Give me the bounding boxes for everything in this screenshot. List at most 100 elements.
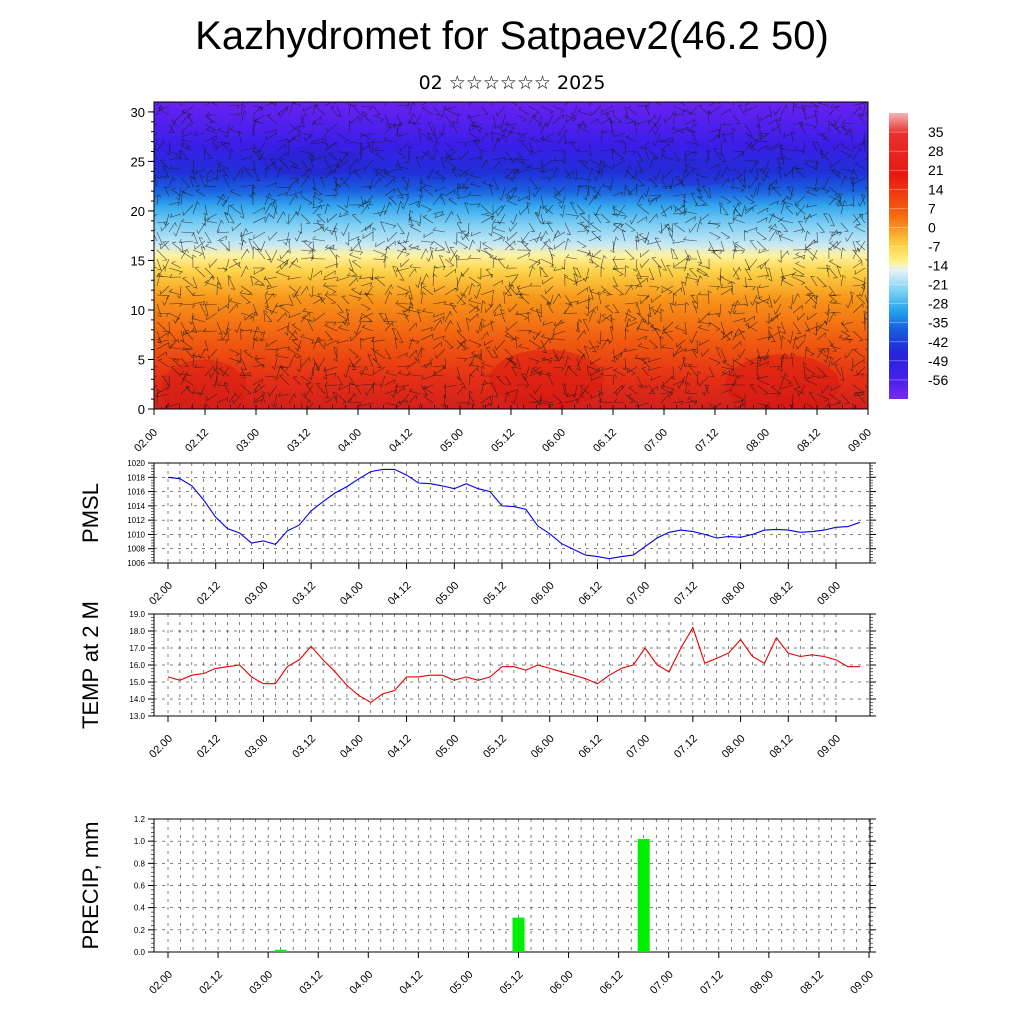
x-tick-label: 05.12 <box>489 427 517 455</box>
wind-barb <box>335 254 340 269</box>
wind-barb <box>156 273 163 287</box>
wind-barb <box>276 259 288 269</box>
wind-barb <box>279 159 290 170</box>
wind-barb <box>542 168 554 173</box>
wind-barb <box>780 104 789 116</box>
wind-barb <box>312 362 318 377</box>
wind-barb <box>480 249 494 259</box>
wind-barb <box>654 328 662 341</box>
wind-barb <box>660 285 673 294</box>
wind-barb <box>708 231 721 240</box>
wind-barb <box>708 128 721 134</box>
wind-barb <box>409 224 422 233</box>
wind-barb <box>454 276 459 291</box>
wind-barb <box>733 310 746 314</box>
temperature-blob <box>489 349 604 409</box>
wind-barb <box>698 262 710 269</box>
x-tick-label: 05.00 <box>433 733 461 761</box>
wind-barb <box>395 267 410 272</box>
wind-barb <box>292 376 302 386</box>
wind-barb <box>328 152 338 161</box>
wind-barb <box>737 348 746 359</box>
wind-barb <box>770 385 782 395</box>
wind-barb <box>812 294 818 309</box>
wind-barb <box>540 238 551 251</box>
wind-barb <box>793 387 806 395</box>
wind-barb <box>707 247 722 252</box>
wind-barb <box>626 321 638 328</box>
wind-barb <box>744 204 758 212</box>
wind-barb <box>634 354 650 359</box>
wind-barb <box>406 306 422 314</box>
wind-barb <box>275 269 290 278</box>
wind-barb <box>810 276 818 287</box>
wind-barb <box>624 302 639 307</box>
wind-barb <box>624 150 637 155</box>
wind-barb <box>485 268 494 278</box>
wind-barb <box>810 249 818 261</box>
colorbar-label: 0 <box>928 219 936 235</box>
wind-barb <box>612 374 618 386</box>
wind-barb <box>528 105 540 115</box>
wind-barb <box>713 168 722 182</box>
wind-barb <box>448 197 458 206</box>
wind-barb <box>472 122 482 134</box>
wind-barb <box>206 177 218 182</box>
wind-barb <box>358 402 374 407</box>
wind-barb <box>625 134 638 143</box>
wind-barb <box>852 106 862 116</box>
wind-barb <box>468 239 476 251</box>
x-tick-label: 05.12 <box>498 969 526 997</box>
wind-barb <box>546 221 554 233</box>
wind-barb <box>636 335 648 341</box>
wind-barb <box>375 169 386 179</box>
wind-barb <box>804 239 816 251</box>
wind-barb <box>468 339 482 348</box>
wind-barb <box>539 266 544 278</box>
x-tick-label: 02.00 <box>147 733 175 761</box>
wind-barb <box>576 348 586 357</box>
colorbar-label: -49 <box>928 353 948 369</box>
wind-barb <box>564 302 573 314</box>
wind-barb <box>372 177 382 188</box>
wind-barb <box>744 206 754 215</box>
wind-barb <box>311 177 316 191</box>
wind-barb <box>362 200 374 206</box>
wind-barb <box>372 249 386 257</box>
wind-barb <box>813 159 818 171</box>
wind-barb <box>542 159 554 168</box>
wind-barb <box>780 222 789 232</box>
wind-barb <box>181 276 194 287</box>
x-tick-label: 09.00 <box>846 427 874 455</box>
wind-barb <box>270 204 278 219</box>
wind-barb <box>696 268 710 278</box>
wind-barb <box>370 339 375 351</box>
wind-barb <box>275 302 290 308</box>
wind-barb <box>792 336 799 350</box>
wind-barb <box>347 363 362 368</box>
wind-barb <box>218 367 230 377</box>
wind-barb <box>795 261 806 269</box>
wind-barb <box>222 174 230 188</box>
wind-barb <box>531 115 542 125</box>
wind-barb <box>648 384 656 394</box>
x-tick-label: 06.12 <box>577 580 605 608</box>
wind-barb <box>395 383 410 388</box>
wind-barb <box>528 258 541 266</box>
wind-barb <box>157 338 170 343</box>
wind-barb <box>181 346 194 351</box>
wind-barb <box>600 129 606 143</box>
wind-barb <box>540 121 549 134</box>
wind-barb <box>674 204 686 213</box>
wind-barb <box>360 224 371 233</box>
wind-barb <box>279 249 290 260</box>
wind-barb <box>360 282 373 287</box>
colorbar <box>889 113 908 399</box>
x-tick-label: 07.00 <box>624 733 652 761</box>
wind-barb <box>188 312 194 325</box>
wind-barb <box>624 308 632 323</box>
wind-barb <box>669 302 674 314</box>
wind-barb <box>829 291 842 296</box>
wind-barb <box>468 353 482 359</box>
wind-barb <box>590 105 602 117</box>
